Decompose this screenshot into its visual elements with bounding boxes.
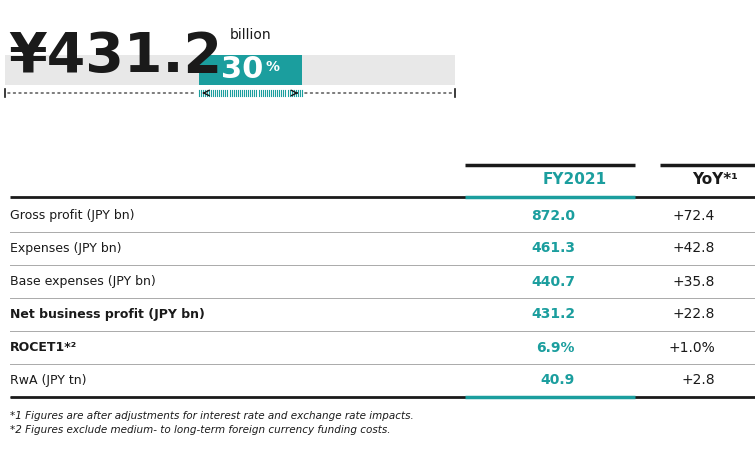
Text: 6.9%: 6.9% <box>537 341 575 354</box>
Text: Base expenses (JPY bn): Base expenses (JPY bn) <box>10 275 156 288</box>
Text: +22.8: +22.8 <box>673 307 715 322</box>
Bar <box>5 55 455 85</box>
Text: 872.0: 872.0 <box>531 209 575 222</box>
Text: +72.4: +72.4 <box>673 209 715 222</box>
Text: 30: 30 <box>221 56 263 85</box>
Text: 440.7: 440.7 <box>531 275 575 288</box>
Text: FY2021: FY2021 <box>543 172 607 188</box>
Text: 461.3: 461.3 <box>531 241 575 256</box>
Text: +42.8: +42.8 <box>673 241 715 256</box>
Text: 40.9: 40.9 <box>541 373 575 388</box>
Text: +35.8: +35.8 <box>673 275 715 288</box>
Text: ROCET1*²: ROCET1*² <box>10 341 77 354</box>
Text: +2.8: +2.8 <box>681 373 715 388</box>
Text: %: % <box>265 60 279 74</box>
Text: *2 Figures exclude medium- to long-term foreign currency funding costs.: *2 Figures exclude medium- to long-term … <box>10 425 390 435</box>
Text: billion: billion <box>230 28 272 42</box>
Bar <box>199 55 302 85</box>
Text: RwA (JPY tn): RwA (JPY tn) <box>10 374 87 387</box>
Text: +1.0%: +1.0% <box>668 341 715 354</box>
Text: ¥431.2: ¥431.2 <box>8 30 222 84</box>
Text: Net business profit (JPY bn): Net business profit (JPY bn) <box>10 308 205 321</box>
Text: YoY*¹: YoY*¹ <box>692 172 738 188</box>
Text: 431.2: 431.2 <box>531 307 575 322</box>
Text: Expenses (JPY bn): Expenses (JPY bn) <box>10 242 122 255</box>
Text: Gross profit (JPY bn): Gross profit (JPY bn) <box>10 209 134 222</box>
Text: *1 Figures are after adjustments for interest rate and exchange rate impacts.: *1 Figures are after adjustments for int… <box>10 411 414 421</box>
